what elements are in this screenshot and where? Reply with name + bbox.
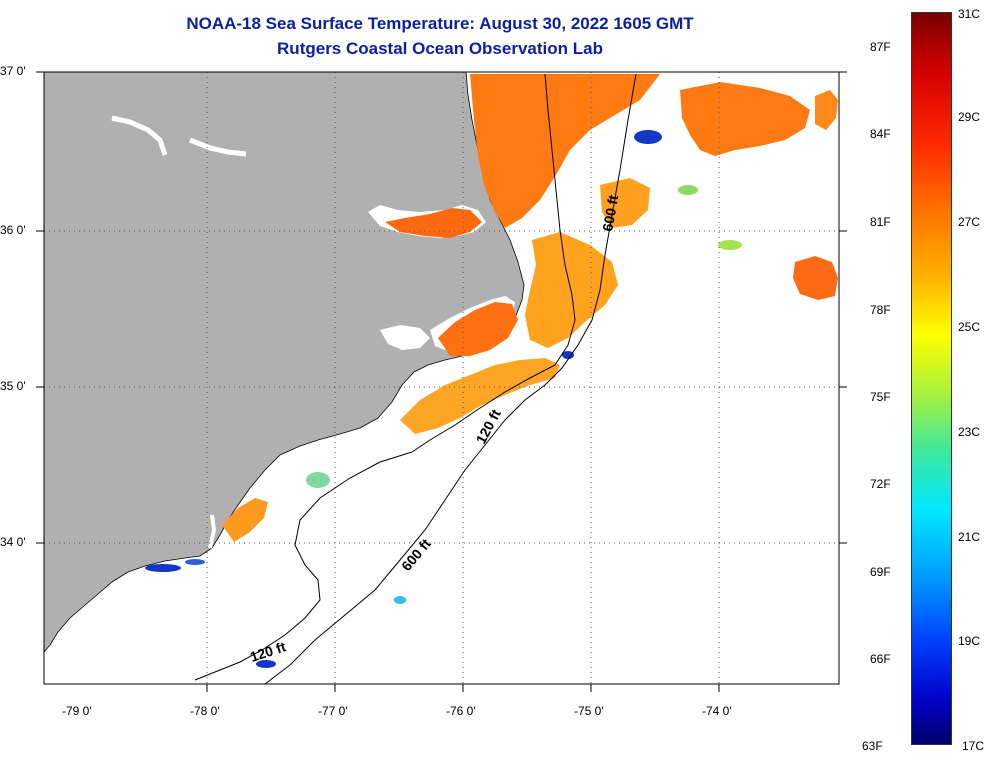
sst-cold-patch-2 bbox=[145, 564, 181, 572]
colorbar-f-69: 69F bbox=[870, 565, 891, 579]
colorbar-c-31: 31C bbox=[958, 7, 981, 21]
sst-warm-offshore-1 bbox=[680, 82, 810, 156]
sst-warm-offshore-4 bbox=[600, 178, 650, 228]
contour-120ft-south bbox=[194, 451, 413, 681]
cape-fear-river bbox=[208, 514, 217, 549]
sst-cool-patch-9 bbox=[718, 240, 742, 250]
colorbar-f-63: 63F bbox=[862, 739, 883, 753]
lat-label-36: 36 0' bbox=[0, 223, 26, 237]
colorbar-f-72: 72F bbox=[870, 477, 891, 491]
sst-warm-pamlico bbox=[438, 302, 518, 356]
sst-warm-outer-banks bbox=[525, 232, 618, 348]
colorbar-c-17: 17C bbox=[962, 739, 985, 753]
colorbar-c-25: 25C bbox=[958, 320, 981, 334]
lon-label-79: -79 0' bbox=[62, 704, 92, 718]
map-title: NOAA-18 Sea Surface Temperature: August … bbox=[186, 14, 694, 33]
graticule bbox=[44, 72, 839, 684]
contour-120ft-north bbox=[411, 73, 576, 453]
sst-warm-offshore-2 bbox=[793, 256, 838, 300]
sst-cold-patch-5 bbox=[562, 351, 574, 359]
colorbar-c-27: 27C bbox=[958, 215, 981, 229]
contour-600ft bbox=[264, 73, 637, 685]
lon-label-74: -74 0' bbox=[702, 704, 732, 718]
sst-cold-patch-3 bbox=[185, 559, 205, 565]
sst-warm-north bbox=[470, 74, 660, 228]
lon-label-78: -78 0' bbox=[190, 704, 220, 718]
axis-ticks bbox=[36, 71, 847, 692]
sst-warm-offshore-3 bbox=[815, 90, 838, 130]
inland-river-1 bbox=[111, 115, 168, 156]
colorbar-f-66: 66F bbox=[870, 652, 891, 666]
sst-cold-patch-1 bbox=[634, 130, 662, 144]
lon-label-75: -75 0' bbox=[574, 704, 604, 718]
temperature-colorbar bbox=[911, 12, 952, 745]
lat-label-35: 35 0' bbox=[0, 379, 26, 393]
colorbar-f-75: 75F bbox=[870, 390, 891, 404]
map-frame bbox=[43, 71, 840, 685]
sst-cool-patch-6 bbox=[306, 472, 330, 488]
sst-cool-patch-7 bbox=[394, 596, 406, 604]
sst-warm-long-bay bbox=[222, 498, 268, 542]
colorbar-c-23: 23C bbox=[958, 425, 981, 439]
inland-river-2 bbox=[189, 137, 247, 157]
colorbar-f-87: 87F bbox=[870, 40, 891, 54]
sst-warm-onslow bbox=[400, 358, 560, 434]
colorbar-f-78: 78F bbox=[870, 303, 891, 317]
colorbar-c-21: 21C bbox=[958, 530, 981, 544]
contour-label-600ft-north: 600 ft bbox=[599, 193, 621, 232]
colorbar-f-81: 81F bbox=[870, 215, 891, 229]
map-subtitle: Rutgers Coastal Ocean Observation Lab bbox=[277, 39, 603, 58]
sst-cold-patch-4 bbox=[256, 660, 276, 668]
lat-label-37: 37 0' bbox=[0, 64, 26, 78]
sst-cool-patch-8 bbox=[678, 185, 698, 195]
neuse-river bbox=[380, 325, 430, 350]
lon-label-76: -76 0' bbox=[446, 704, 476, 718]
colorbar-f-84: 84F bbox=[870, 127, 891, 141]
lat-label-34: 34 0' bbox=[0, 535, 26, 549]
colorbar-c-29: 29C bbox=[958, 110, 981, 124]
colorbar-c-19: 19C bbox=[958, 634, 981, 648]
lon-label-77: -77 0' bbox=[318, 704, 348, 718]
